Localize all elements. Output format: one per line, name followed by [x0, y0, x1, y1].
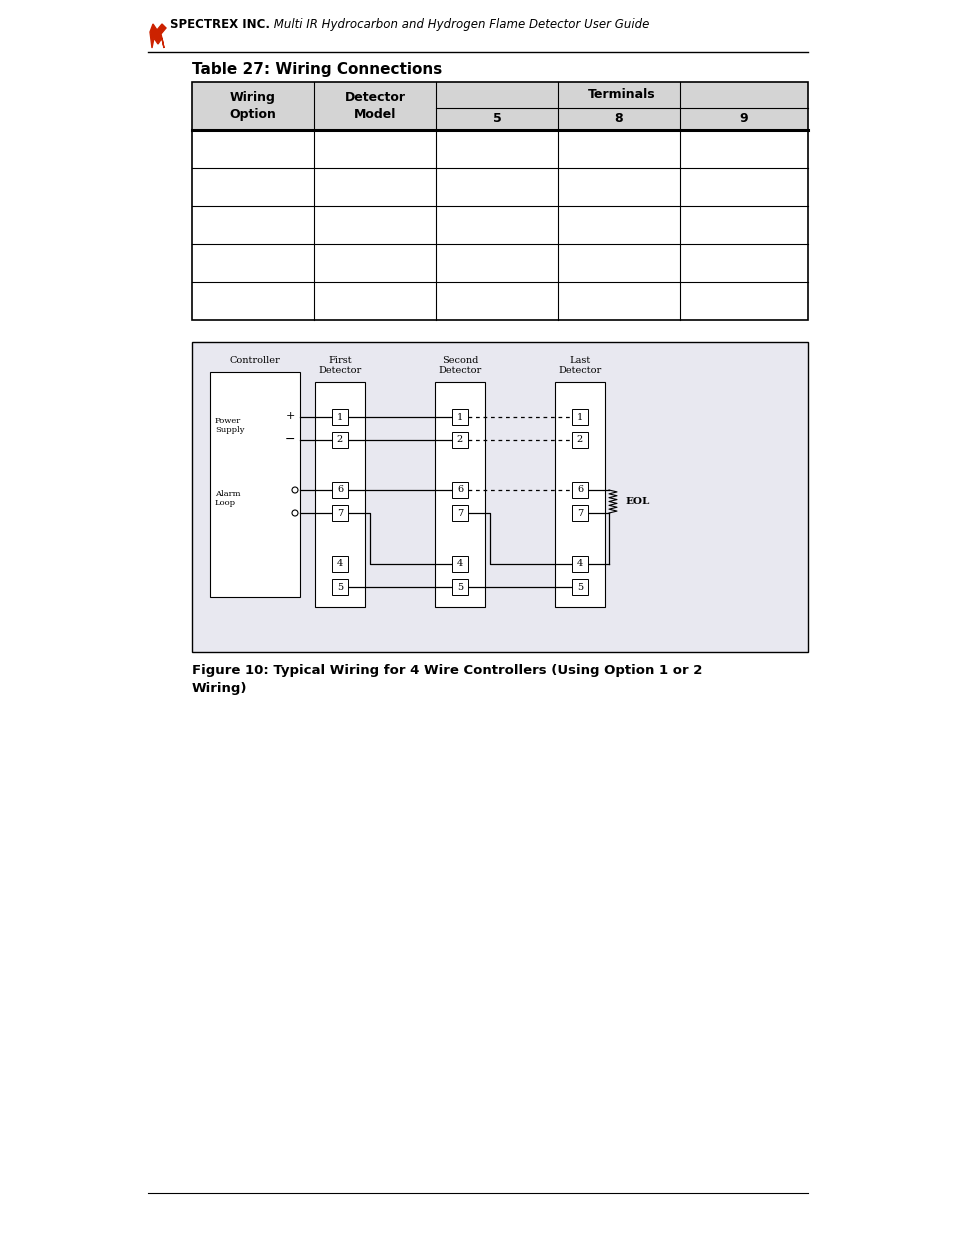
Bar [572, 432, 587, 448]
Text: Second
Detector: Second Detector [438, 356, 481, 375]
Bar [452, 409, 468, 425]
Bar [452, 579, 468, 595]
Text: 7: 7 [456, 509, 462, 517]
Text: 6: 6 [336, 485, 343, 494]
Bar [332, 556, 348, 572]
Text: 2: 2 [336, 436, 343, 445]
Text: First
Detector: First Detector [318, 356, 361, 375]
Text: 6: 6 [577, 485, 582, 494]
Text: Wiring
Option: Wiring Option [230, 91, 276, 121]
Text: 6: 6 [456, 485, 462, 494]
Text: Detector
Model: Detector Model [344, 91, 405, 121]
Bar [555, 382, 604, 606]
Bar [192, 82, 807, 130]
Text: +: + [285, 411, 294, 421]
Bar [435, 382, 484, 606]
Text: Table 27: Wiring Connections: Table 27: Wiring Connections [192, 62, 442, 77]
Bar [210, 372, 299, 597]
Text: 4: 4 [577, 559, 582, 568]
Text: Power
Supply: Power Supply [214, 417, 244, 433]
Bar [332, 432, 348, 448]
Text: 2: 2 [456, 436, 462, 445]
Bar [192, 82, 807, 320]
Bar [332, 482, 348, 498]
Bar [452, 556, 468, 572]
Text: 4: 4 [456, 559, 462, 568]
Text: 5: 5 [336, 583, 343, 592]
Text: Controller: Controller [230, 356, 280, 366]
Text: 1: 1 [577, 412, 582, 421]
Bar [314, 382, 365, 606]
Text: 9: 9 [739, 112, 747, 126]
Text: 4: 4 [336, 559, 343, 568]
Bar [452, 432, 468, 448]
Text: SPECTREX INC.: SPECTREX INC. [170, 19, 270, 31]
Text: 5: 5 [492, 112, 501, 126]
Text: 5: 5 [456, 583, 462, 592]
Bar [192, 342, 807, 652]
Text: 2: 2 [577, 436, 582, 445]
Text: 5: 5 [577, 583, 582, 592]
Text: EOL: EOL [624, 496, 649, 506]
Text: 8: 8 [614, 112, 622, 126]
Bar [572, 579, 587, 595]
Text: Figure 10: Typical Wiring for 4 Wire Controllers (Using Option 1 or 2
Wiring): Figure 10: Typical Wiring for 4 Wire Con… [192, 664, 701, 695]
Text: 1: 1 [336, 412, 343, 421]
Bar [452, 505, 468, 521]
Bar [452, 482, 468, 498]
Bar [572, 556, 587, 572]
Text: Last
Detector: Last Detector [558, 356, 601, 375]
Bar [332, 579, 348, 595]
Polygon shape [150, 23, 166, 48]
Text: Alarm
Loop: Alarm Loop [214, 490, 240, 508]
Bar [572, 409, 587, 425]
Bar [332, 409, 348, 425]
Bar [572, 505, 587, 521]
Text: Multi IR Hydrocarbon and Hydrogen Flame Detector User Guide: Multi IR Hydrocarbon and Hydrogen Flame … [270, 19, 649, 31]
Text: Terminals: Terminals [588, 89, 655, 101]
Text: 1: 1 [456, 412, 462, 421]
Text: −: − [284, 432, 294, 446]
Text: 7: 7 [336, 509, 343, 517]
Bar [332, 505, 348, 521]
Bar [572, 482, 587, 498]
Bar [192, 82, 807, 320]
Text: 7: 7 [577, 509, 582, 517]
